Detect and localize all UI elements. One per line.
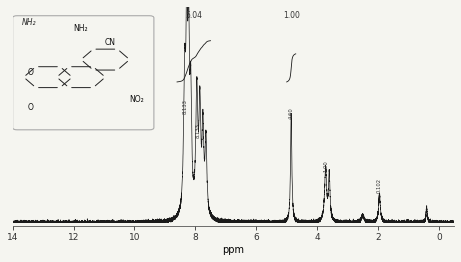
X-axis label: ppm: ppm [222,245,244,255]
Text: 0.102: 0.102 [377,177,382,193]
Text: NH₂: NH₂ [22,18,36,27]
Text: NH₂: NH₂ [74,24,89,34]
Text: O: O [27,68,33,77]
Text: 4.60: 4.60 [289,108,294,119]
Text: NO₂: NO₂ [129,95,144,104]
Text: 8.133: 8.133 [195,123,200,138]
Text: 1.00: 1.00 [283,11,300,20]
Text: 5.04: 5.04 [185,11,202,20]
Text: O: O [27,103,33,112]
FancyBboxPatch shape [12,16,154,130]
Text: 1.00: 1.00 [323,160,328,172]
Text: CN: CN [104,38,115,47]
Text: 8.133: 8.133 [183,99,188,114]
